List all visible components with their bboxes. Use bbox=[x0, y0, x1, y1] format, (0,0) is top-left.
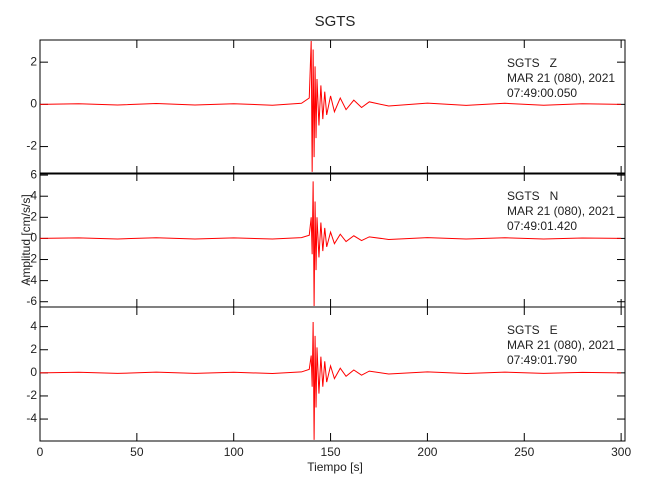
y-tick-label: 2 bbox=[30, 54, 37, 68]
panel-frame bbox=[39, 39, 626, 175]
y-tick-label: 6 bbox=[30, 167, 37, 181]
y-axis-label: Amplitud [cm/s/s] bbox=[19, 194, 33, 285]
y-tick-label: 4 bbox=[30, 319, 37, 333]
y-tick-label: -2 bbox=[26, 252, 37, 266]
x-axis-label: Tiempo [s] bbox=[307, 460, 363, 474]
annotation: MAR 21 (080), 2021 bbox=[507, 338, 615, 352]
x-tick-label: 0 bbox=[37, 445, 44, 459]
x-tick-label: 50 bbox=[130, 445, 144, 459]
y-tick-label: 2 bbox=[30, 342, 37, 356]
annotation: 07:49:01.790 bbox=[507, 353, 577, 367]
annotation: MAR 21 (080), 2021 bbox=[507, 204, 615, 218]
waveform bbox=[39, 322, 622, 440]
annotation: SGTS N bbox=[507, 189, 558, 203]
annotation: MAR 21 (080), 2021 bbox=[507, 71, 615, 85]
chart-title: SGTS bbox=[315, 13, 356, 30]
x-tick-label: 300 bbox=[611, 445, 631, 459]
waveform bbox=[39, 181, 622, 306]
x-tick-label: 150 bbox=[321, 445, 341, 459]
y-tick-label: 0 bbox=[30, 231, 37, 245]
x-tick-label: 100 bbox=[224, 445, 244, 459]
x-tick-label: 200 bbox=[417, 445, 437, 459]
annotation: SGTS Z bbox=[507, 56, 557, 70]
x-tick-label: 250 bbox=[514, 445, 534, 459]
y-tick-label: -2 bbox=[26, 388, 37, 402]
annotation: 07:49:00.050 bbox=[507, 86, 577, 100]
waveform bbox=[39, 41, 622, 172]
y-tick-label: 4 bbox=[30, 188, 37, 202]
y-tick-label: -4 bbox=[26, 273, 37, 287]
y-tick-label: -6 bbox=[26, 294, 37, 308]
y-tick-label: 0 bbox=[30, 365, 37, 379]
y-tick-label: 0 bbox=[30, 97, 37, 111]
y-tick-label: 2 bbox=[30, 209, 37, 223]
y-tick-label: -2 bbox=[26, 139, 37, 153]
annotation: 07:49:01.420 bbox=[507, 219, 577, 233]
panel-frame bbox=[39, 306, 626, 442]
annotation: SGTS E bbox=[507, 323, 558, 337]
y-tick-label: -4 bbox=[26, 411, 37, 425]
